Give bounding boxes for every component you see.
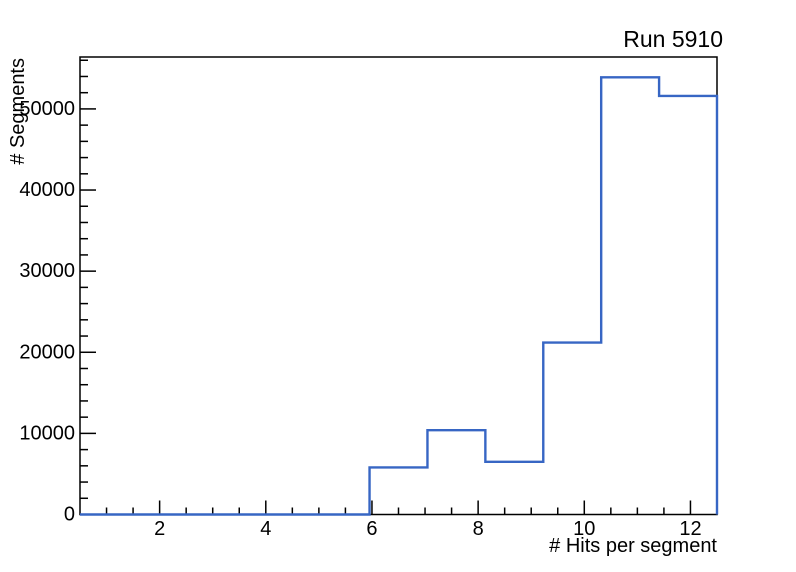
x-tick-label: 12 <box>679 518 701 540</box>
y-tick-label: 20000 <box>19 341 75 363</box>
chart-title: Run 5910 <box>623 26 723 52</box>
x-tick-label: 4 <box>260 518 271 540</box>
y-tick-label: 10000 <box>19 422 75 444</box>
x-tick-label: 6 <box>366 518 377 540</box>
y-tick-label: 40000 <box>19 179 75 201</box>
y-tick-label: 30000 <box>19 260 75 282</box>
x-tick-label: 2 <box>154 518 165 540</box>
axes-and-series: 2 4 6 8 10 12 0 10000 20000 30000 40000 50000 <box>19 56 719 540</box>
y-axis-title: # Segments <box>7 58 29 165</box>
y-tick-label: 0 <box>64 504 75 526</box>
y-tick-label: 50000 <box>19 98 75 120</box>
x-axis-title: # Hits per segment <box>549 535 717 557</box>
plot-frame <box>79 56 718 516</box>
x-tick-label: 8 <box>473 518 484 540</box>
x-tick-label: 10 <box>573 518 595 540</box>
histogram-step-line <box>80 76 719 516</box>
